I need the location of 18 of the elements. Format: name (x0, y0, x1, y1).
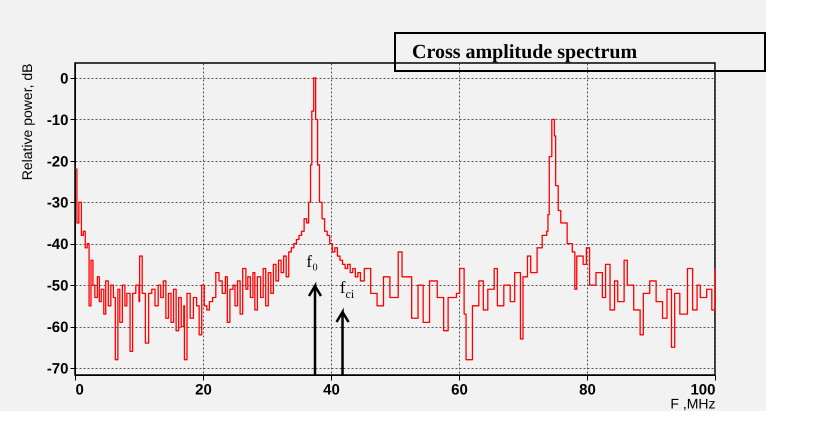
x-tick-label: 100 (690, 382, 716, 398)
x-tick-label: 0 (76, 382, 84, 398)
x-tick-label: 20 (195, 382, 212, 398)
y-tick-label: 0 (60, 70, 68, 88)
x-axis-title: F ,MHz (670, 396, 716, 412)
x-tick-label: 80 (579, 382, 596, 398)
ref-line-label: f₀ (306, 252, 318, 271)
y-tick-label: -60 (46, 319, 68, 336)
y-tick-label: -30 (46, 194, 68, 212)
y-tick-label: -50 (46, 278, 68, 295)
y-axis-title: Relative power, dB (18, 64, 35, 180)
x-tick-label: 60 (451, 382, 468, 398)
chart-title: Cross amplitude spectrum (412, 41, 638, 63)
y-tick-label: -10 (46, 112, 68, 129)
y-tick-label: -20 (46, 153, 68, 170)
y-tick-label: -70 (46, 360, 68, 378)
x-tick-label: 40 (323, 382, 340, 398)
y-tick-label: -40 (46, 236, 68, 254)
